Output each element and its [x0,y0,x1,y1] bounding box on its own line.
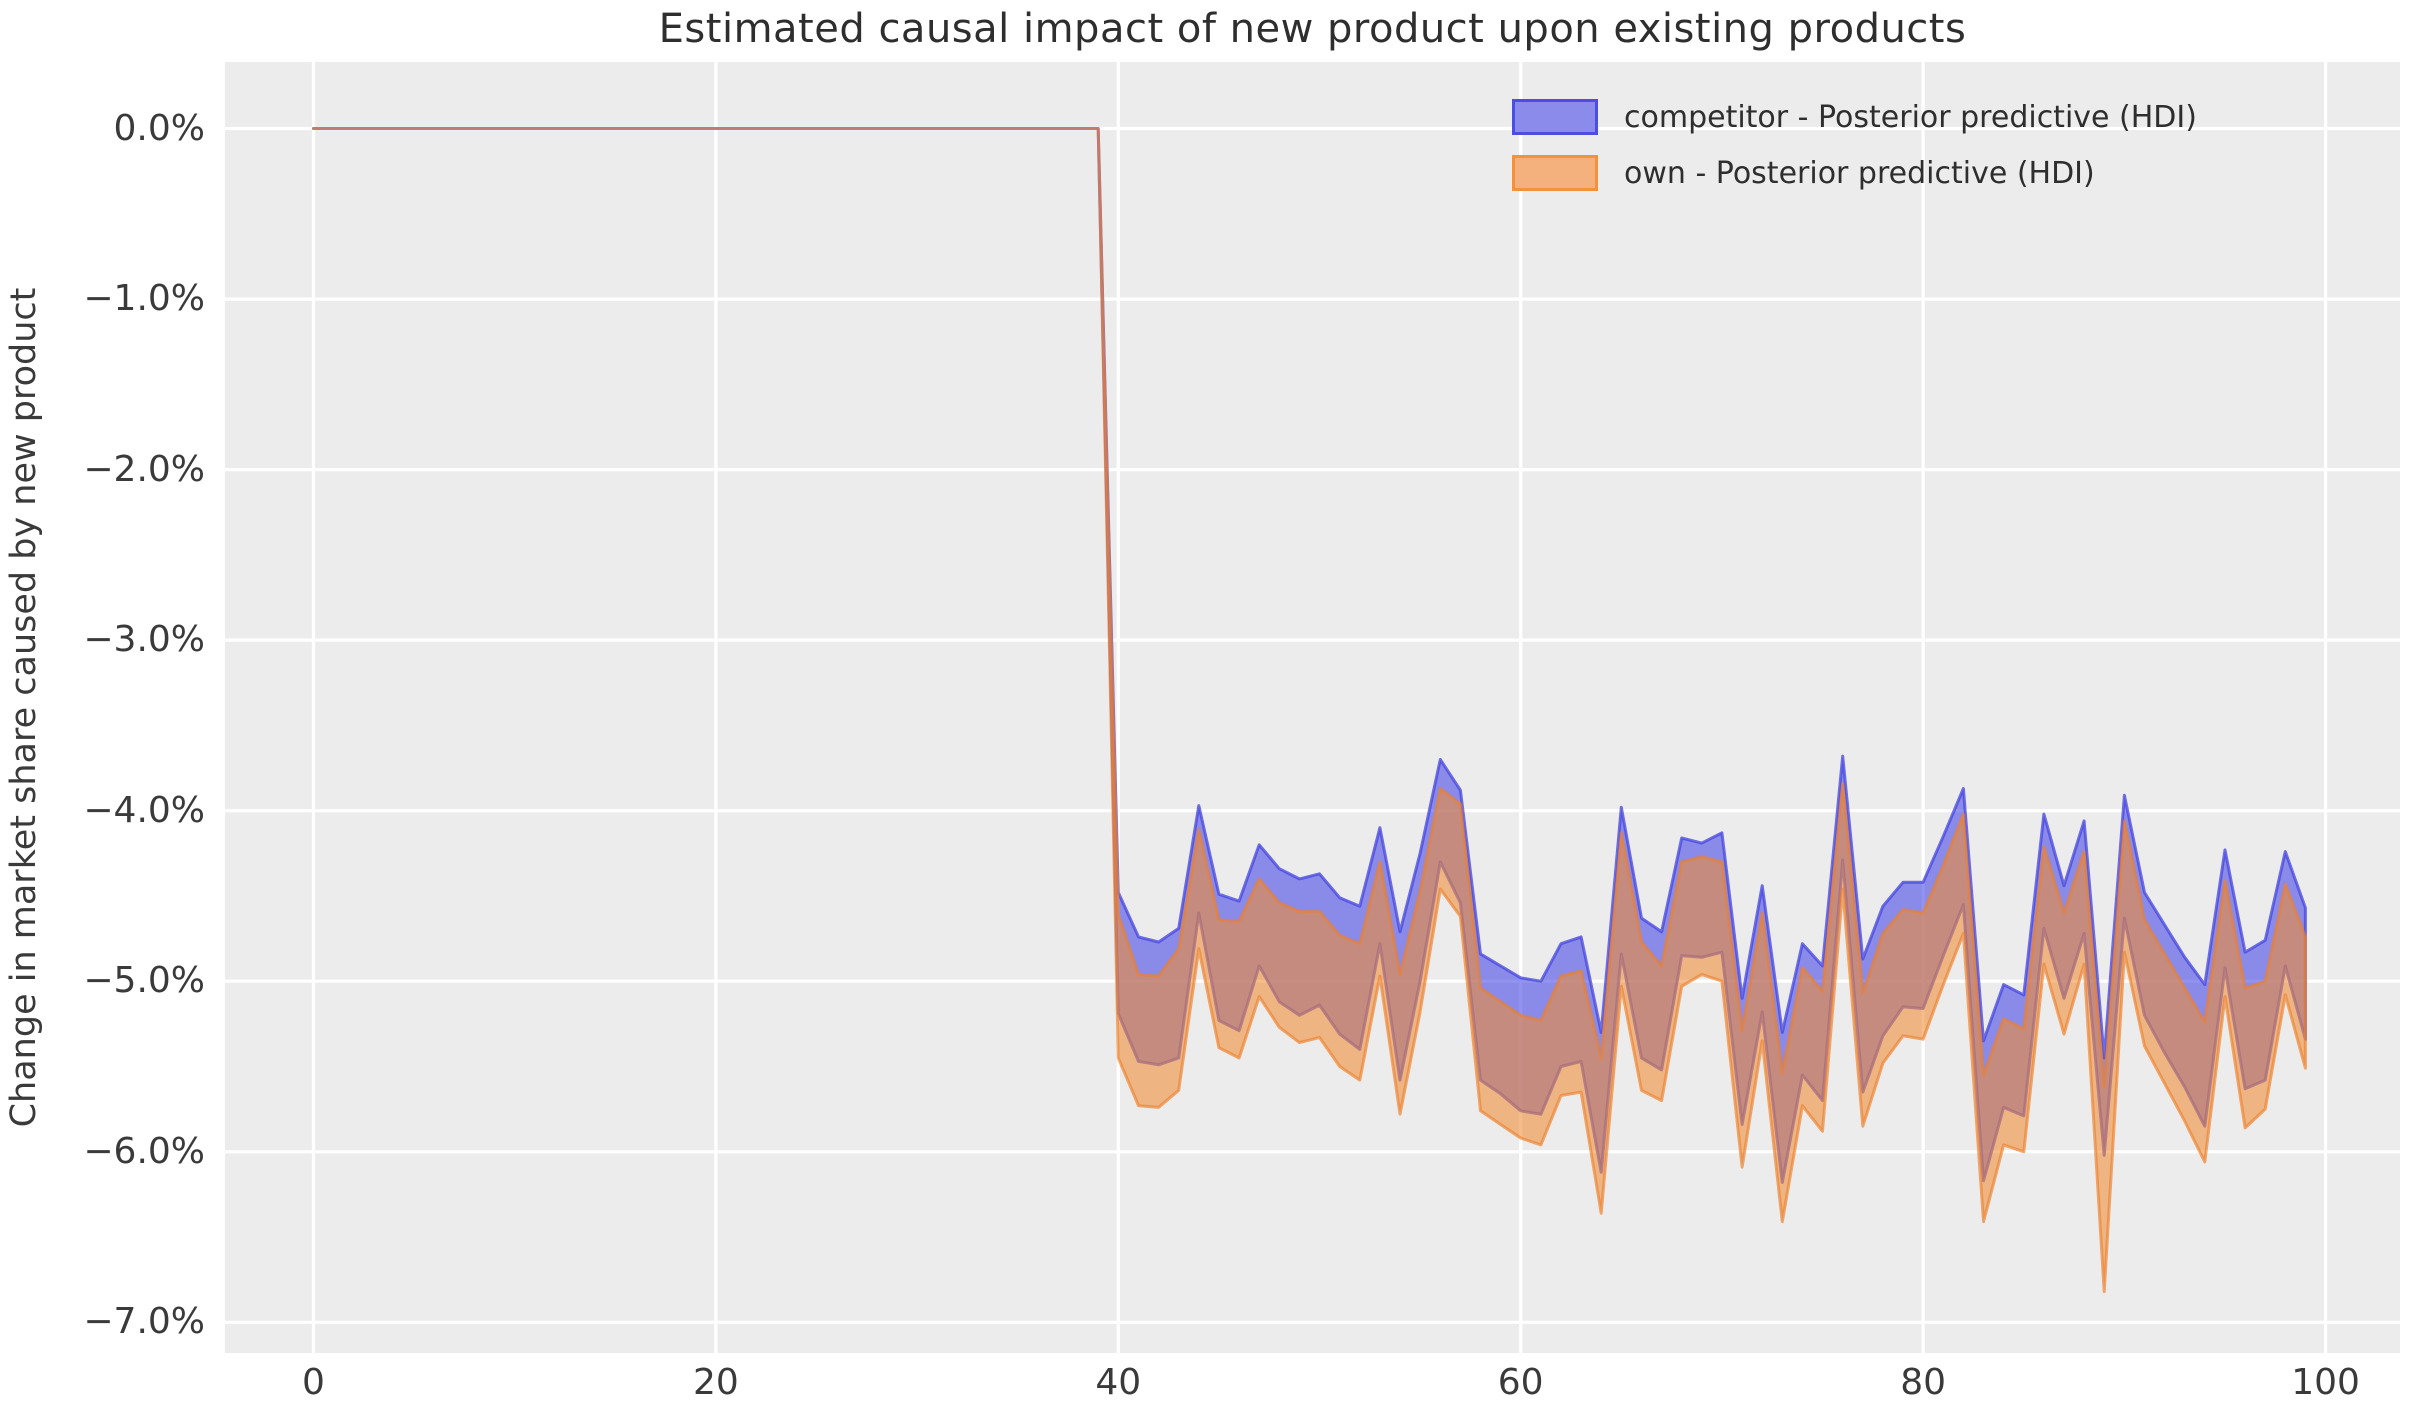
x-tick-label: 80 [1900,1362,1946,1403]
y-tick-label: −2.0% [83,448,205,490]
x-tick-label: 60 [1497,1362,1544,1403]
chart-title: Estimated causal impact of new product u… [658,6,1967,52]
y-tick-label: 0.0% [113,107,205,149]
x-tick-label: 20 [692,1362,739,1403]
legend-swatch-own [1512,155,1598,191]
y-tick-label: −4.0% [83,789,205,831]
x-tick-label: 40 [1095,1362,1142,1403]
legend-label-own: own - Posterior predictive (HDI) [1624,155,2095,191]
x-tick-label: 100 [2291,1362,2360,1403]
y-tick-label: −5.0% [83,960,205,1002]
legend-item-competitor: competitor - Posterior predictive (HDI) [1512,98,2197,136]
x-tick-label: 0 [302,1362,325,1403]
legend: competitor - Posterior predictive (HDI) o… [1512,98,2197,210]
plot-background [225,62,2400,1353]
y-tick-label: −1.0% [83,278,205,320]
y-tick-label: −3.0% [83,619,205,661]
hdi-band-own [312,127,2307,1294]
legend-swatch-competitor [1512,99,1598,135]
legend-item-own: own - Posterior predictive (HDI) [1512,154,2197,192]
y-tick-label: −7.0% [83,1301,205,1343]
legend-label-competitor: competitor - Posterior predictive (HDI) [1624,99,2197,135]
y-tick-label: −6.0% [83,1130,205,1172]
